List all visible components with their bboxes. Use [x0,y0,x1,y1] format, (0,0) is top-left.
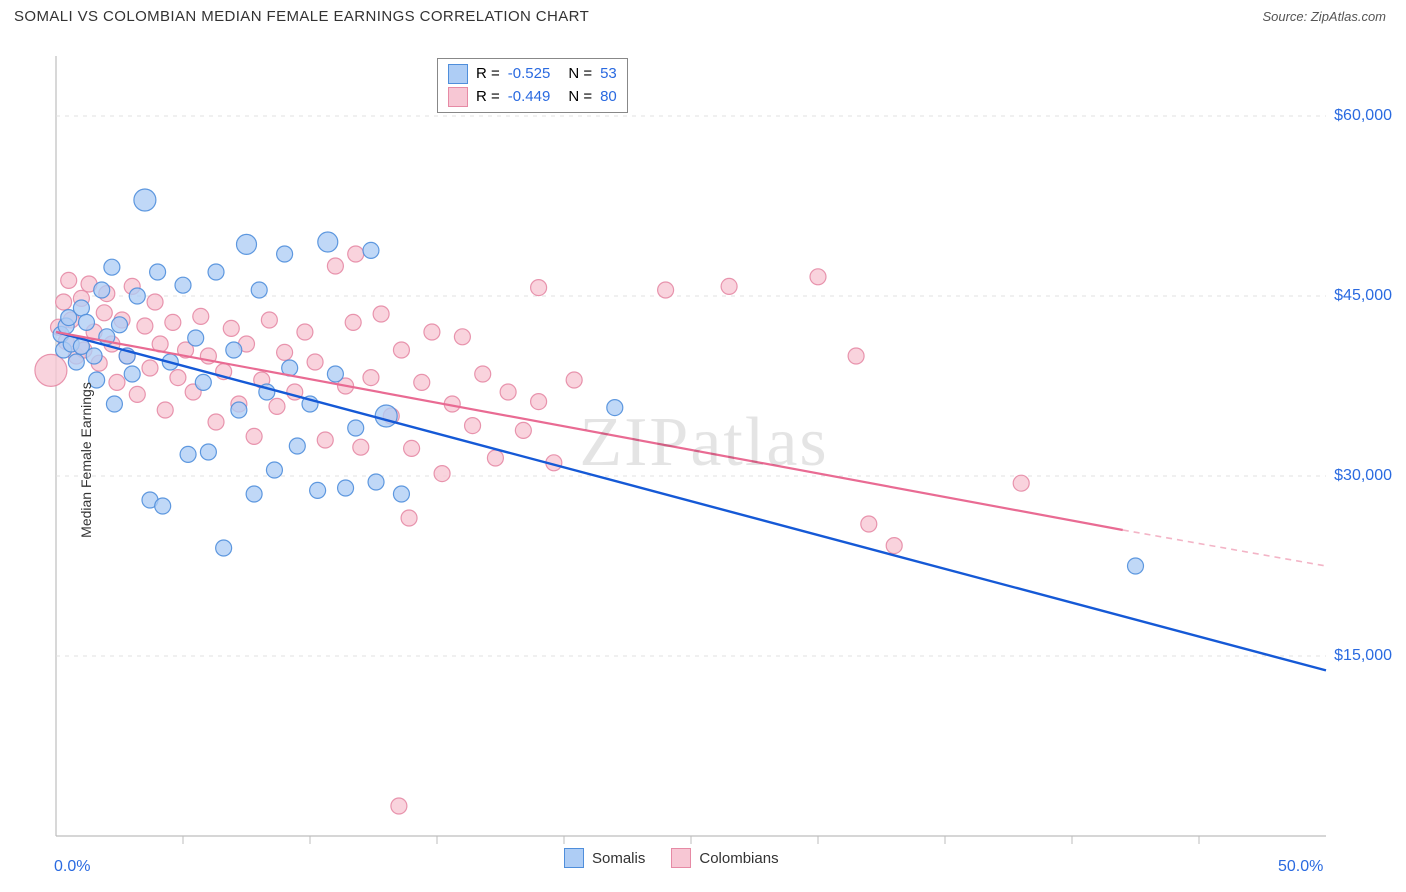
legend-n-value: 53 [600,63,617,86]
legend-r-value: -0.449 [508,86,551,109]
chart-title: SOMALI VS COLOMBIAN MEDIAN FEMALE EARNIN… [14,8,589,25]
legend-swatch [448,87,468,107]
scatter-plot [14,40,1394,880]
legend-swatch [564,848,584,868]
y-tick-label: $45,000 [1334,287,1392,305]
x-tick-label: 0.0% [54,858,90,876]
series-legend: Somalis Colombians [564,848,779,868]
legend-r-value: -0.525 [508,63,551,86]
y-tick-label: $30,000 [1334,467,1392,485]
correlation-legend: R = -0.525 N = 53 R = -0.449 N = 80 [437,58,628,113]
y-tick-label: $60,000 [1334,107,1392,125]
y-tick-label: $15,000 [1334,647,1392,665]
source-label: Source: ZipAtlas.com [1262,9,1386,24]
x-tick-label: 50.0% [1278,858,1323,876]
series-label: Somalis [592,850,645,867]
legend-r-label: R = [476,86,500,109]
series-label: Colombians [699,850,778,867]
y-axis-label: Median Female Earnings [78,382,94,538]
legend-n-label: N = [568,86,592,109]
legend-n-value: 80 [600,86,617,109]
chart-area: Median Female Earnings ZIPatlas R = -0.5… [14,40,1394,880]
legend-r-label: R = [476,63,500,86]
legend-n-label: N = [568,63,592,86]
legend-swatch [671,848,691,868]
legend-swatch [448,64,468,84]
